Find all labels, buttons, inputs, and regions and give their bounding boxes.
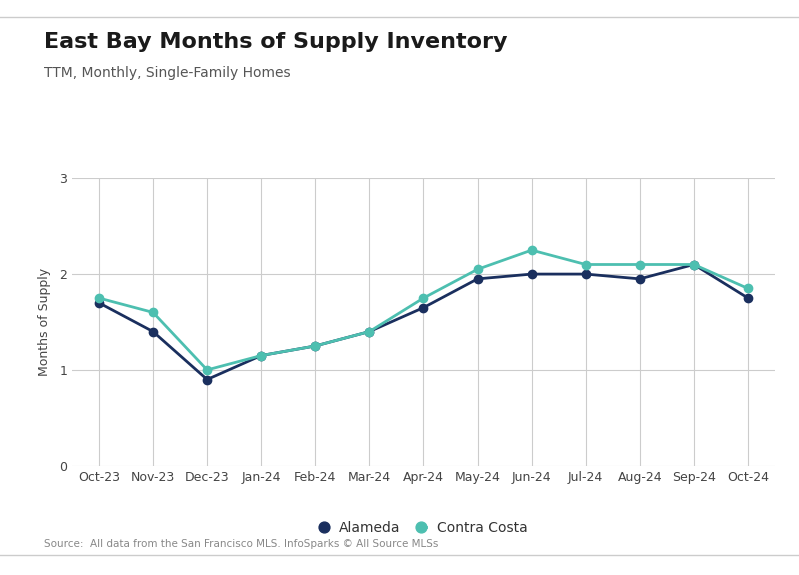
Alameda [743,294,753,301]
Alameda [419,304,428,311]
Alameda [581,271,590,278]
Line: Alameda: Alameda [95,260,752,384]
Alameda [527,271,536,278]
Contra Costa [527,247,536,254]
Legend: Alameda, Contra Costa: Alameda, Contra Costa [314,516,533,541]
Alameda [364,328,374,335]
Alameda [311,343,320,350]
Alameda [202,376,212,383]
Contra Costa [202,366,212,373]
Contra Costa [581,261,590,268]
Contra Costa [473,266,483,273]
Text: TTM, Monthly, Single-Family Homes: TTM, Monthly, Single-Family Homes [44,66,291,80]
Text: Source:  All data from the San Francisco MLS. InfoSparks © All Source MLSs: Source: All data from the San Francisco … [44,539,439,549]
Line: Contra Costa: Contra Costa [95,246,752,374]
Contra Costa [689,261,698,268]
Alameda [689,261,698,268]
Alameda [635,275,645,282]
Contra Costa [256,352,266,359]
Alameda [256,352,266,359]
Contra Costa [419,294,428,301]
Alameda [473,275,483,282]
Contra Costa [635,261,645,268]
Contra Costa [311,343,320,350]
Text: East Bay Months of Supply Inventory: East Bay Months of Supply Inventory [44,32,507,52]
Alameda [94,300,104,306]
Contra Costa [94,294,104,301]
Contra Costa [743,285,753,292]
Contra Costa [364,328,374,335]
Alameda [149,328,158,335]
Contra Costa [149,309,158,316]
Y-axis label: Months of Supply: Months of Supply [38,268,50,376]
